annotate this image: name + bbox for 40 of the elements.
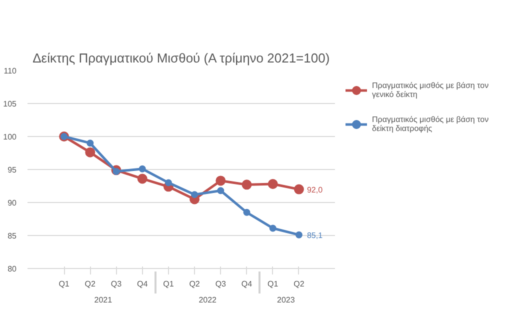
point <box>269 224 276 232</box>
point <box>164 179 172 186</box>
x-tick-label: Q4 <box>137 280 148 288</box>
point <box>216 176 226 186</box>
x-tick-label: Q2 <box>84 280 96 288</box>
y-tick-label: 90 <box>8 198 18 208</box>
x-tick-label: Q1 <box>268 280 279 288</box>
y-tick-label: 95 <box>8 166 18 174</box>
x-tick-label: Q2 <box>189 280 200 288</box>
y-tick-label: 100 <box>3 132 18 142</box>
text: 2021 <box>94 296 113 304</box>
point <box>268 179 278 190</box>
x-tick-label: Q2 <box>294 280 305 288</box>
x-tick-label: Q4 <box>241 280 253 288</box>
point <box>217 187 224 194</box>
x-tick-label: Q3 <box>110 280 122 288</box>
point <box>243 208 250 216</box>
x-tick-label: Q1 <box>58 280 70 288</box>
point <box>294 184 304 194</box>
y-tick-label: 80 <box>8 264 18 274</box>
y-tick-label: 110 <box>4 66 18 76</box>
y-tick-label: 105 <box>3 100 18 108</box>
x-tick-label: Q1 <box>163 280 174 288</box>
point <box>138 165 146 172</box>
y-tick-label: 85 <box>8 232 18 240</box>
chart-title: Δείκτης Πραγματικού Μισθού (Α τρίμηνο 2021=100) <box>32 50 330 66</box>
text: 2023 <box>277 296 296 304</box>
point <box>137 174 148 184</box>
point <box>242 180 252 190</box>
x-tick-label: Q3 <box>215 280 227 288</box>
point <box>295 231 302 238</box>
legend-label: Πραγματικός μισθός με βάση τον γενικό δείκτη <box>372 81 489 99</box>
point <box>86 140 94 147</box>
data-label: 85,1 <box>306 230 324 240</box>
point <box>112 168 120 175</box>
legend-label: Πραγματικός μισθός με βάση τον δείκτη διατροφής <box>372 115 489 133</box>
text: 2022 <box>198 296 218 304</box>
point <box>85 147 96 158</box>
data-label: 92,0 <box>306 185 324 194</box>
point <box>191 191 198 198</box>
